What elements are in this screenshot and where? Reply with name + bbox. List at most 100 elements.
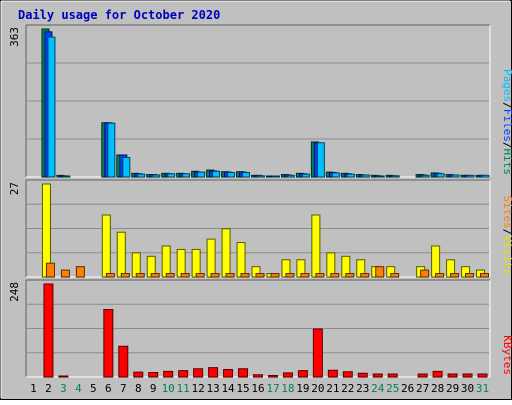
x-tick-label-day-17: 17 <box>266 382 279 395</box>
x-tick-label-day-23: 23 <box>356 382 369 395</box>
x-tick-label-day-18: 18 <box>281 382 294 395</box>
bar-pages-day-18 <box>286 174 295 178</box>
bar-pages-day-27 <box>421 174 430 178</box>
bar-pages-day-10 <box>167 173 176 178</box>
bar-pages-day-3 <box>62 175 71 178</box>
bar-sites-day-undefined <box>285 273 295 278</box>
x-tick-label-day-14: 14 <box>221 382 235 395</box>
bar-pages-day-22 <box>346 173 355 178</box>
bar-kbytes-day-undefined <box>327 369 338 378</box>
bar-sites-day-undefined <box>165 273 175 278</box>
bar-sites-day-undefined <box>480 273 490 278</box>
legend-text: KBytes <box>501 335 512 375</box>
x-tick-label-day-8: 8 <box>135 382 142 395</box>
bar-sites-day-undefined <box>135 273 145 278</box>
x-tick-label-day-5: 5 <box>90 382 97 395</box>
bar-visits-day-undefined <box>161 245 171 278</box>
bar-sites-day-undefined <box>315 273 325 278</box>
bar-kbytes-day-undefined <box>148 372 159 378</box>
bar-visits-day-undefined <box>101 214 111 278</box>
chart-title: Daily usage for October 2020 <box>18 8 220 22</box>
legend-text: Pages/Files/Hits <box>501 69 512 175</box>
bar-sites-day-undefined <box>240 273 250 278</box>
bar-sites-day-undefined <box>435 273 445 278</box>
bar-pages-day-6 <box>107 122 116 178</box>
bar-kbytes-day-undefined <box>312 328 323 378</box>
bar-pages-day-13 <box>212 170 221 178</box>
bar-kbytes-day-undefined <box>387 373 398 378</box>
x-tick-label-day-9: 9 <box>150 382 157 395</box>
bar-sites-day-undefined <box>75 266 85 278</box>
legend-visits-sites: Sites/Visits <box>501 196 512 276</box>
bar-visits-day-undefined <box>431 245 441 278</box>
legend-separator: / <box>501 229 512 236</box>
bar-kbytes-day-undefined <box>238 368 249 378</box>
bar-sites-day-undefined <box>180 273 190 278</box>
bar-sites-day-undefined <box>375 266 385 278</box>
bar-kbytes-day-undefined <box>447 373 458 378</box>
x-tick-label-day-31: 31 <box>476 382 489 395</box>
bar-kbytes-day-undefined <box>178 370 189 378</box>
y-axis-max-label: 27 <box>8 182 21 195</box>
bar-kbytes-day-undefined <box>462 373 473 378</box>
y-axis-max-label: 363 <box>8 27 21 47</box>
bar-sites-day-undefined <box>60 269 70 278</box>
bar-kbytes-day-undefined <box>282 372 293 378</box>
legend-separator: / <box>501 142 512 149</box>
x-tick-label-day-27: 27 <box>416 382 429 395</box>
x-tick-label-day-22: 22 <box>341 382 354 395</box>
bar-kbytes-day-undefined <box>417 373 428 378</box>
x-tick-label-day-1: 1 <box>30 382 37 395</box>
bar-kbytes-day-undefined <box>118 345 129 378</box>
x-tick-label-day-24: 24 <box>371 382 385 395</box>
bar-kbytes-day-undefined <box>267 375 278 378</box>
x-tick-label-day-25: 25 <box>386 382 399 395</box>
bar-pages-day-15 <box>242 172 251 178</box>
bar-pages-day-23 <box>361 174 370 178</box>
bar-kbytes-day-undefined <box>58 375 69 378</box>
bar-kbytes-day-undefined <box>372 373 383 378</box>
bar-sites-day-undefined <box>345 273 355 278</box>
bar-pages-day-28 <box>436 173 445 178</box>
x-tick-label-day-19: 19 <box>296 382 309 395</box>
panel-kbytes: 248 KBytes <box>8 279 512 378</box>
y-axis-max-label: 248 <box>8 282 21 302</box>
bar-sites-day-undefined <box>105 273 115 278</box>
bar-sites-day-undefined <box>195 273 205 278</box>
bar-pages-day-7 <box>122 156 131 178</box>
x-tick-label-day-29: 29 <box>446 382 459 395</box>
legend-separator: / <box>501 102 512 109</box>
legend-item-visits: Visits <box>501 235 512 275</box>
bar-sites-day-undefined <box>255 273 265 278</box>
legend-item-pages: Pages <box>501 69 512 102</box>
legend-kbytes: KBytes <box>501 335 512 375</box>
x-tick-label-day-15: 15 <box>236 382 249 395</box>
x-axis-day-labels: 1 2 3 4 5 6 7 8 9 10 11 12 13 14 15 16 17 18 19 20 21 22 23 24 2… <box>30 382 489 395</box>
bar-pages-day-20 <box>316 142 325 178</box>
x-tick-label-day-13: 13 <box>206 382 219 395</box>
bar-kbytes-day-undefined <box>208 367 219 378</box>
bar-kbytes-day-undefined <box>163 370 174 378</box>
bar-sites-day-undefined <box>330 273 340 278</box>
bar-kbytes-day-undefined <box>133 371 144 378</box>
bar-pages-day-31 <box>481 174 490 178</box>
bar-kbytes-day-undefined <box>477 373 488 378</box>
bar-pages-day-30 <box>466 174 475 178</box>
x-tick-label-day-30: 30 <box>461 382 474 395</box>
bar-sites-day-undefined <box>45 262 55 278</box>
legend-text: Sites/Visits <box>501 196 512 276</box>
bar-pages-day-2 <box>47 36 56 178</box>
bar-sites-day-undefined <box>300 273 310 278</box>
bar-kbytes-day-undefined <box>342 371 353 378</box>
legend-hits-files-pages: Pages/Files/Hits <box>501 69 512 175</box>
bar-sites-day-undefined <box>210 273 220 278</box>
x-tick-label-day-11: 11 <box>177 382 190 395</box>
bar-visits-day-undefined <box>221 228 231 278</box>
bar-kbytes-day-undefined <box>223 369 234 378</box>
bar-pages-day-21 <box>331 172 340 178</box>
bar-pages-day-16 <box>257 175 265 178</box>
bar-sites-day-undefined <box>465 273 475 278</box>
chart-panels: 363 Pages/Files/Hits 27 Sites/Visits 248 KByt… <box>8 24 512 378</box>
